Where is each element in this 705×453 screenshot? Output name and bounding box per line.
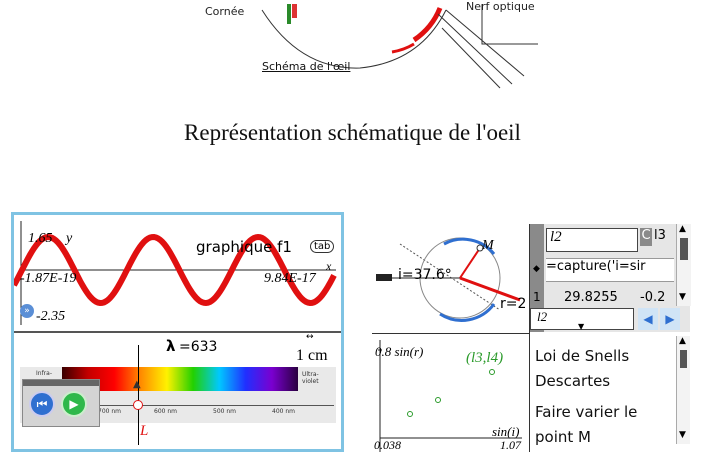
optic-nerve-label: Nerf optique (466, 0, 535, 13)
formula-row-marker-icon: ◆ (533, 264, 540, 274)
nav-right-icon[interactable]: ▶ (660, 308, 680, 330)
wavelength-marker-point[interactable] (133, 400, 143, 410)
row-number: 1 (533, 290, 541, 304)
spreadsheet-scrollbar[interactable]: ▲ ▼ (676, 224, 691, 306)
tick-400: 400 nm (272, 408, 296, 415)
eye-caption: Schéma de l'œil (262, 60, 351, 73)
lambda-symbol: λ (166, 337, 176, 355)
graph-label: graphique f1 (196, 238, 292, 256)
notes-line-1: Loi de Snells (535, 347, 630, 365)
nav-left-icon[interactable]: ◀ (638, 308, 658, 330)
tick-600: 600 nm (154, 408, 178, 415)
page-title: Représentation schématique de l'oeil (184, 120, 521, 145)
notes-scroll-thumb[interactable] (680, 350, 687, 368)
horizontal-divider (372, 333, 530, 334)
tick-700: 700 nm (98, 408, 122, 415)
infrared-label: Infra- (36, 370, 52, 377)
column-header-c[interactable]: C (640, 228, 652, 246)
rewind-icon[interactable]: ⏮ (29, 391, 55, 417)
marker-label: L (140, 423, 149, 439)
panel-divider (14, 331, 341, 333)
formula-cell[interactable]: =capture('i=sir (546, 258, 674, 282)
angle-i-label: i=37.6° (398, 267, 452, 283)
tab-button[interactable]: tab (310, 240, 335, 253)
column-header-d[interactable]: l3 (654, 228, 666, 243)
lambda-value: =633 (179, 339, 218, 355)
plot-x-axis-label: sin(i) (492, 424, 520, 439)
row-header-column (530, 224, 544, 332)
column-header-a[interactable]: l2 (546, 228, 638, 252)
row-value[interactable]: 29.8255 (564, 290, 618, 305)
wave-y-var: y (66, 231, 73, 246)
notes-line-3: Faire varier le (535, 403, 638, 421)
plot-x-max: 1.07 (500, 438, 521, 452)
wavelength-marker-line (138, 345, 139, 445)
scale-label: 1 cm (296, 347, 328, 364)
angle-r-label: r=2 (500, 296, 527, 312)
notes-panel[interactable]: Loi de Snells Descartes Faire varier le … (535, 344, 675, 450)
scale-bar-icon: ↔ (306, 332, 314, 342)
wave-spectrum-panel[interactable]: 1.65 y graphique f1 tab -1.87E-19 9.84E-… (11, 212, 344, 452)
plot-x-min: 0.038 (374, 438, 401, 452)
point-m-label: M (482, 238, 494, 253)
row-value-2[interactable]: -0.2 (640, 290, 666, 305)
selected-cell-input[interactable]: l2 (530, 308, 634, 330)
animation-controls: ⏮ ▶ (22, 379, 100, 427)
scroll-thumb[interactable] (680, 238, 688, 260)
scroll-up-icon[interactable]: ▲ (679, 224, 686, 234)
ultraviolet-label: Ultra-violet (302, 371, 319, 385)
wave-y-max: 1.65 (28, 231, 53, 246)
scroll-down-icon[interactable]: ▼ (679, 292, 686, 302)
plot-y-axis-label: 0.8 sin(r) (375, 344, 424, 359)
vertical-divider (529, 224, 530, 452)
dropdown-arrow-icon[interactable]: ▼ (578, 322, 585, 331)
refraction-graphic[interactable] (370, 214, 530, 334)
wave-x-max: 9.84E-17 (264, 271, 316, 286)
notes-scrollbar[interactable]: ▲ ▼ (676, 336, 690, 444)
wave-x-var: x (326, 259, 332, 273)
notes-scroll-down-icon[interactable]: ▼ (679, 430, 686, 440)
play-icon[interactable]: ▶ (61, 391, 87, 417)
scatter-plot[interactable] (372, 334, 529, 452)
tick-500: 500 nm (213, 408, 237, 415)
spreadsheet[interactable]: l2 C l3 ◆ =capture('i=sir 1 29.8255 -0.2… (530, 224, 691, 332)
animation-controls-titlebar (23, 380, 99, 386)
notes-line-2: Descartes (535, 372, 611, 390)
plot-point-label: (l3,l4) (466, 350, 504, 366)
notes-line-4: point M (535, 428, 591, 446)
marker-arrow-icon: ▲ (133, 379, 141, 390)
cornea-label: Cornée (205, 5, 245, 18)
wave-y-min: -2.35 (36, 309, 66, 324)
notes-scroll-up-icon[interactable]: ▲ (679, 336, 686, 346)
spectrum-gradient (62, 367, 298, 391)
expand-icon[interactable]: » (20, 304, 34, 318)
spectrum-axis (88, 405, 334, 406)
wave-x-min: -1.87E-19 (20, 271, 77, 286)
eye-diagram-graphic (261, 4, 538, 89)
